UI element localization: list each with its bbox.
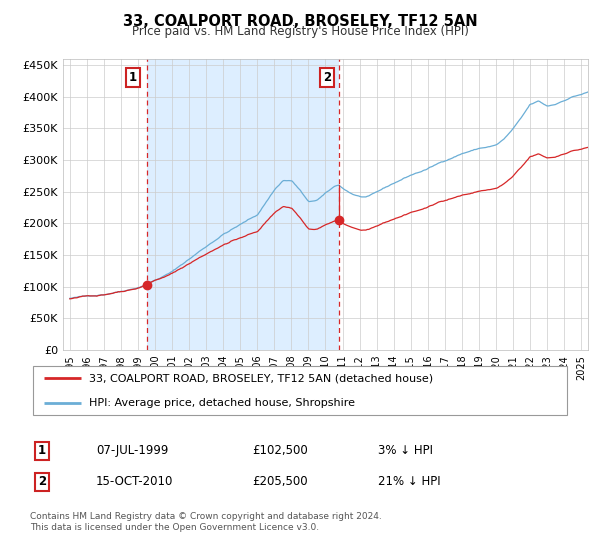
Text: 33, COALPORT ROAD, BROSELEY, TF12 5AN: 33, COALPORT ROAD, BROSELEY, TF12 5AN bbox=[122, 14, 478, 29]
Text: Price paid vs. HM Land Registry's House Price Index (HPI): Price paid vs. HM Land Registry's House … bbox=[131, 25, 469, 38]
Text: 33, COALPORT ROAD, BROSELEY, TF12 5AN (detached house): 33, COALPORT ROAD, BROSELEY, TF12 5AN (d… bbox=[89, 374, 434, 384]
Bar bbox=[147, 59, 339, 350]
Text: £102,500: £102,500 bbox=[252, 444, 308, 458]
Text: 3% ↓ HPI: 3% ↓ HPI bbox=[378, 444, 433, 458]
Text: HPI: Average price, detached house, Shropshire: HPI: Average price, detached house, Shro… bbox=[89, 398, 355, 408]
FancyBboxPatch shape bbox=[33, 366, 568, 415]
Text: 15-OCT-2010: 15-OCT-2010 bbox=[96, 475, 173, 488]
Text: 2: 2 bbox=[323, 71, 331, 85]
Text: 1: 1 bbox=[38, 444, 46, 458]
Text: 1: 1 bbox=[129, 71, 137, 85]
Text: £205,500: £205,500 bbox=[252, 475, 308, 488]
Text: 2: 2 bbox=[38, 475, 46, 488]
Text: Contains HM Land Registry data © Crown copyright and database right 2024.
This d: Contains HM Land Registry data © Crown c… bbox=[30, 512, 382, 532]
Text: 07-JUL-1999: 07-JUL-1999 bbox=[96, 444, 169, 458]
Text: 21% ↓ HPI: 21% ↓ HPI bbox=[378, 475, 440, 488]
